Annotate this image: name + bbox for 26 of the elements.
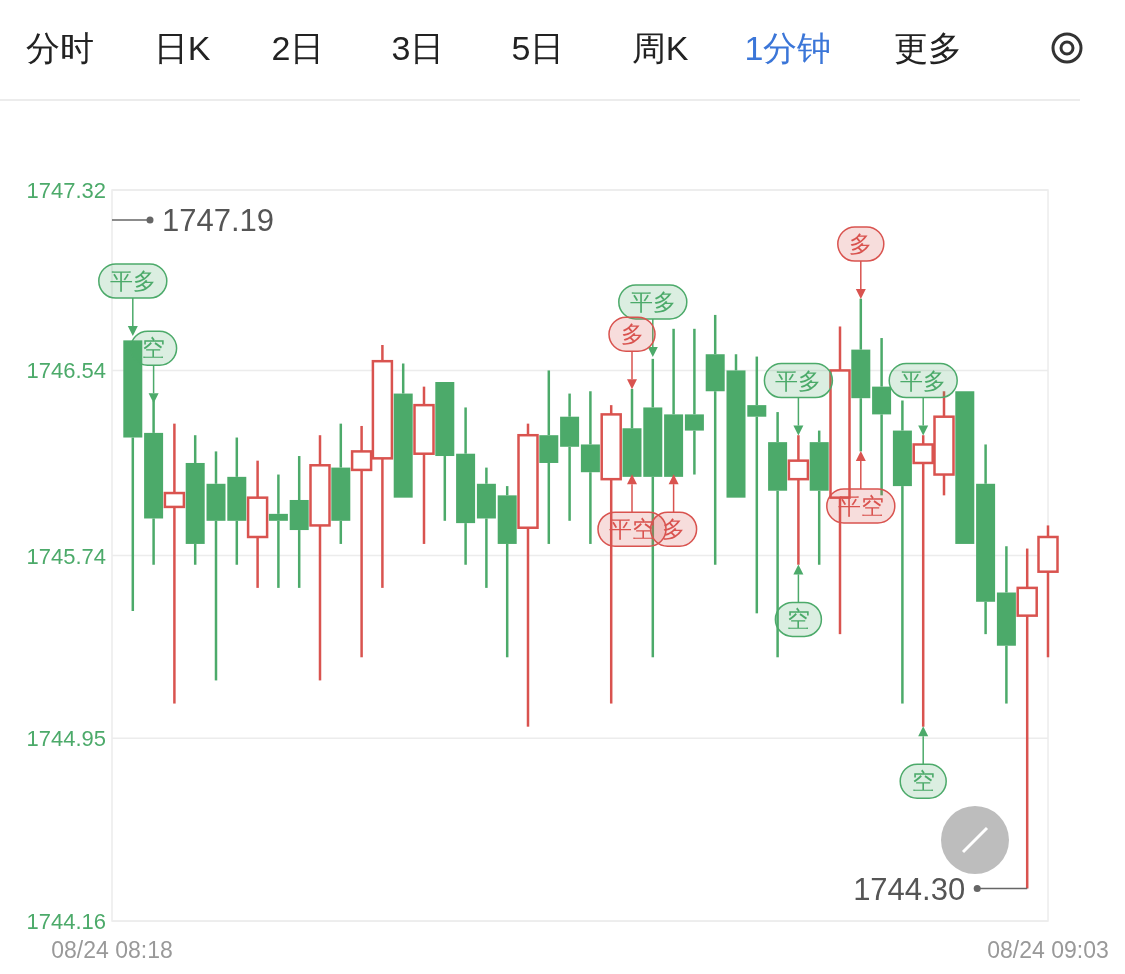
data-label: 平多 bbox=[109, 268, 156, 295]
text: 2日 bbox=[271, 29, 325, 67]
y-tick-label: 1744.95 bbox=[26, 726, 106, 752]
data-label: 平多 bbox=[775, 367, 822, 394]
text: 3日 bbox=[391, 29, 445, 67]
data-label: 平多 bbox=[900, 367, 947, 394]
y-tick-label: 1747.32 bbox=[26, 178, 106, 203]
text: 更多 bbox=[894, 29, 962, 67]
text: 1分钟 bbox=[744, 29, 832, 67]
text: 分时 bbox=[26, 29, 94, 67]
annotation: 1747.19 bbox=[162, 203, 275, 239]
data-label: 空 bbox=[911, 768, 935, 795]
data-label: 多 bbox=[620, 321, 644, 348]
x-tick-label: 08/24 08:18 bbox=[51, 937, 173, 963]
data-label: 平多 bbox=[629, 288, 676, 315]
text: 日K bbox=[153, 29, 211, 67]
data-label: 空 bbox=[786, 606, 810, 633]
annotation: 1744.30 bbox=[853, 871, 966, 907]
text: 周K bbox=[631, 29, 689, 67]
data-label: 多 bbox=[849, 231, 873, 258]
y-tick-label: 1746.54 bbox=[26, 358, 106, 384]
text: 5日 bbox=[511, 29, 565, 67]
y-tick-label: 1745.74 bbox=[26, 543, 106, 569]
data-label: 空 bbox=[142, 335, 166, 362]
x-tick-label: 08/24 09:03 bbox=[987, 937, 1109, 963]
y-tick-label: 1744.16 bbox=[26, 909, 106, 934]
